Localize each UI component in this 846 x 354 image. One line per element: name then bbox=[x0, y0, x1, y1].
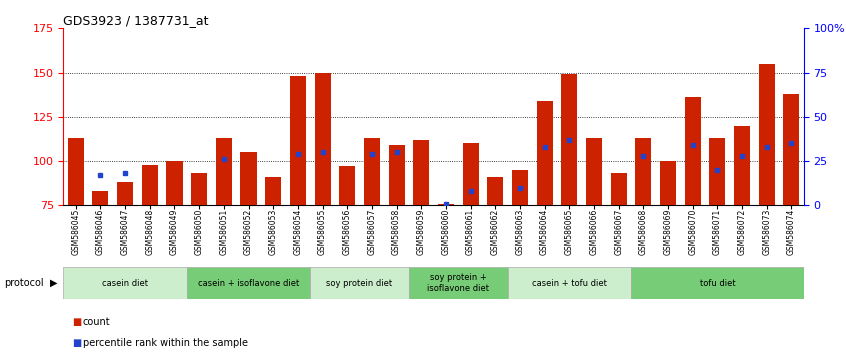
Text: GSM586060: GSM586060 bbox=[442, 209, 450, 255]
Bar bbox=[684, 97, 700, 205]
Text: GSM586059: GSM586059 bbox=[417, 209, 426, 255]
Text: GSM586053: GSM586053 bbox=[269, 209, 277, 255]
Bar bbox=[339, 166, 355, 205]
Text: GSM586057: GSM586057 bbox=[367, 209, 376, 255]
Bar bbox=[364, 138, 380, 205]
Bar bbox=[388, 145, 404, 205]
Text: casein + isoflavone diet: casein + isoflavone diet bbox=[198, 279, 299, 288]
Bar bbox=[216, 138, 232, 205]
Text: ■: ■ bbox=[72, 317, 81, 327]
Bar bbox=[660, 161, 676, 205]
Text: GSM586073: GSM586073 bbox=[762, 209, 772, 255]
Bar bbox=[783, 94, 799, 205]
Text: GSM586047: GSM586047 bbox=[121, 209, 129, 255]
Bar bbox=[68, 138, 84, 205]
Text: GSM586048: GSM586048 bbox=[146, 209, 154, 255]
Text: GSM586055: GSM586055 bbox=[318, 209, 327, 255]
Text: percentile rank within the sample: percentile rank within the sample bbox=[83, 338, 248, 348]
Text: soy protein +
isoflavone diet: soy protein + isoflavone diet bbox=[427, 274, 489, 293]
Bar bbox=[290, 76, 306, 205]
Text: GSM586067: GSM586067 bbox=[614, 209, 624, 255]
Bar bbox=[191, 173, 207, 205]
Text: GSM586058: GSM586058 bbox=[392, 209, 401, 255]
Text: count: count bbox=[83, 317, 111, 327]
Text: ▶: ▶ bbox=[50, 278, 57, 288]
FancyBboxPatch shape bbox=[409, 267, 508, 299]
Text: tofu diet: tofu diet bbox=[700, 279, 735, 288]
Bar bbox=[611, 173, 627, 205]
Bar bbox=[561, 74, 577, 205]
Text: GDS3923 / 1387731_at: GDS3923 / 1387731_at bbox=[63, 14, 209, 27]
Text: GSM586051: GSM586051 bbox=[219, 209, 228, 255]
FancyBboxPatch shape bbox=[63, 267, 187, 299]
Text: GSM586072: GSM586072 bbox=[738, 209, 746, 255]
Text: GSM586065: GSM586065 bbox=[565, 209, 574, 255]
Bar bbox=[759, 64, 775, 205]
Text: GSM586066: GSM586066 bbox=[590, 209, 598, 255]
Text: ■: ■ bbox=[72, 338, 81, 348]
Bar bbox=[92, 191, 108, 205]
Text: GSM586045: GSM586045 bbox=[71, 209, 80, 255]
Text: GSM586069: GSM586069 bbox=[663, 209, 673, 255]
Bar bbox=[265, 177, 281, 205]
Text: GSM586050: GSM586050 bbox=[195, 209, 204, 255]
Text: soy protein diet: soy protein diet bbox=[327, 279, 393, 288]
Text: GSM586061: GSM586061 bbox=[466, 209, 475, 255]
Text: casein + tofu diet: casein + tofu diet bbox=[532, 279, 607, 288]
Text: GSM586056: GSM586056 bbox=[343, 209, 352, 255]
Bar bbox=[586, 138, 602, 205]
Bar bbox=[734, 126, 750, 205]
Bar bbox=[709, 138, 725, 205]
Text: GSM586068: GSM586068 bbox=[639, 209, 648, 255]
Bar bbox=[413, 140, 429, 205]
Bar bbox=[438, 204, 454, 205]
Bar bbox=[315, 73, 331, 205]
Text: GSM586052: GSM586052 bbox=[244, 209, 253, 255]
Bar bbox=[487, 177, 503, 205]
FancyBboxPatch shape bbox=[631, 267, 804, 299]
Text: GSM586071: GSM586071 bbox=[713, 209, 722, 255]
Bar bbox=[240, 152, 256, 205]
Bar bbox=[536, 101, 552, 205]
Bar bbox=[463, 143, 479, 205]
Text: GSM586074: GSM586074 bbox=[787, 209, 796, 255]
Text: casein diet: casein diet bbox=[102, 279, 148, 288]
Bar bbox=[117, 182, 133, 205]
Text: GSM586054: GSM586054 bbox=[294, 209, 302, 255]
Text: GSM586046: GSM586046 bbox=[96, 209, 105, 255]
Text: GSM586063: GSM586063 bbox=[515, 209, 525, 255]
Bar bbox=[635, 138, 651, 205]
FancyBboxPatch shape bbox=[508, 267, 631, 299]
FancyBboxPatch shape bbox=[310, 267, 409, 299]
Text: GSM586064: GSM586064 bbox=[540, 209, 549, 255]
Bar bbox=[142, 165, 158, 205]
Bar bbox=[512, 170, 528, 205]
Text: GSM586070: GSM586070 bbox=[688, 209, 697, 255]
Text: GSM586049: GSM586049 bbox=[170, 209, 179, 255]
FancyBboxPatch shape bbox=[187, 267, 310, 299]
Text: protocol: protocol bbox=[4, 278, 44, 288]
Bar bbox=[167, 161, 183, 205]
Text: GSM586062: GSM586062 bbox=[491, 209, 500, 255]
